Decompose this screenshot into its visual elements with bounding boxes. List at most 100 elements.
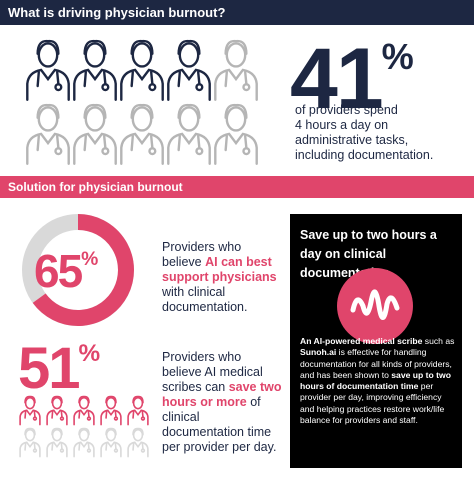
icon-hair: [83, 39, 107, 55]
icon-body: [120, 68, 164, 101]
section-title: Solution for physician burnout: [0, 176, 474, 198]
icon-hair: [130, 103, 154, 119]
icon-stethoscope-end: [101, 83, 110, 92]
text: An: [300, 336, 314, 346]
icon-stethoscope-end: [242, 147, 251, 156]
icon-hair: [78, 427, 90, 436]
icon-stethoscope: [24, 442, 36, 451]
icon-body: [167, 132, 211, 165]
doctor-icon: [73, 395, 95, 426]
icon-stethoscope-end: [86, 448, 92, 453]
text: with clinical documentation.: [162, 285, 248, 314]
doctor-icon: [214, 39, 258, 101]
icon-stethoscope-end: [140, 448, 146, 453]
icon-hair: [105, 395, 117, 404]
icon-head: [105, 396, 117, 410]
doctor-icon: [100, 395, 122, 426]
doctor-icon: [127, 427, 149, 458]
doctor-icon: [73, 103, 117, 165]
icon-stethoscope-end: [54, 147, 63, 156]
doctor-icon: [26, 103, 70, 165]
icon-stethoscope-end: [32, 416, 38, 421]
highlight: AI-powered medical scribe: [313, 336, 423, 346]
icon-body: [214, 132, 258, 165]
icon-hair: [51, 395, 63, 404]
text: is effective for handling documentation …: [300, 347, 452, 380]
icon-stethoscope: [177, 135, 201, 152]
icon-head: [131, 42, 153, 68]
icon-stethoscope: [51, 442, 63, 451]
stat-41-text: of providers spend 4 hours a day on admi…: [295, 103, 470, 163]
icon-stethoscope: [36, 71, 60, 88]
icon-stethoscope: [105, 442, 117, 451]
icon-body: [19, 409, 41, 426]
doctor-icon: [167, 39, 211, 101]
text: per provider per day, improving efficien…: [300, 381, 445, 426]
text-line: 4 hours a day on: [295, 118, 389, 132]
stat-number: 41: [290, 31, 384, 127]
icon-hair: [132, 427, 144, 436]
stat-number: 65: [34, 245, 83, 297]
text: of clinical documentation time per provi…: [162, 395, 277, 454]
icon-stethoscope: [130, 71, 154, 88]
doctor-icon: [19, 427, 41, 458]
icon-head: [37, 106, 59, 132]
text-line: of providers spend: [295, 103, 398, 117]
icon-hair: [224, 39, 248, 55]
icon-stethoscope-end: [113, 448, 119, 453]
icon-head: [225, 106, 247, 132]
icon-hair: [24, 427, 36, 436]
icon-body: [26, 132, 70, 165]
icon-head: [84, 106, 106, 132]
icon-stethoscope: [78, 410, 90, 419]
highlight: AI can best support physicians: [162, 255, 277, 284]
icon-head: [78, 396, 90, 410]
logo: [337, 268, 413, 344]
icon-body: [73, 441, 95, 458]
icon-head: [178, 42, 200, 68]
icon-head: [132, 396, 144, 410]
icon-stethoscope: [36, 135, 60, 152]
logo-wave: [350, 289, 400, 320]
doctor-icon: [73, 39, 117, 101]
highlight: save two hours or more: [162, 380, 282, 409]
icon-stethoscope: [130, 135, 154, 152]
icon-stethoscope-end: [59, 448, 65, 453]
stat-unit: %: [81, 248, 99, 270]
icon-stethoscope-end: [148, 83, 157, 92]
icon-hair: [132, 395, 144, 404]
icon-stethoscope: [132, 410, 144, 419]
stat-unit: %: [78, 339, 101, 367]
icon-body: [127, 409, 149, 426]
icon-body: [46, 441, 68, 458]
icon-body: [127, 441, 149, 458]
box-text: An AI-powered medical scribe such as Sun…: [300, 336, 456, 426]
text: Providers who believe AI medical scribes…: [162, 350, 263, 394]
icon-stethoscope-end: [54, 83, 63, 92]
icon-body: [100, 441, 122, 458]
highlight: Sunoh.ai: [300, 347, 337, 358]
icon-hair: [78, 395, 90, 404]
text-line: including documentation.: [295, 148, 434, 162]
text: such as: [422, 336, 455, 346]
icon-body: [26, 68, 70, 101]
icon-stethoscope: [24, 410, 36, 419]
info-box: Save up to two hours a day on clinical d…: [290, 214, 462, 468]
icon-head: [37, 42, 59, 68]
icon-head: [178, 106, 200, 132]
icon-hair: [105, 427, 117, 436]
doctor-icon: [167, 103, 211, 165]
icon-body: [100, 409, 122, 426]
doctor-icon: [46, 427, 68, 458]
stat-41: 41%: [290, 36, 414, 122]
icon-head: [51, 428, 63, 442]
icon-head: [132, 428, 144, 442]
icon-body: [167, 68, 211, 101]
icon-head: [24, 428, 36, 442]
icon-stethoscope-end: [86, 416, 92, 421]
text-line: administrative tasks,: [295, 133, 409, 147]
icon-body: [120, 132, 164, 165]
icon-body: [73, 132, 117, 165]
